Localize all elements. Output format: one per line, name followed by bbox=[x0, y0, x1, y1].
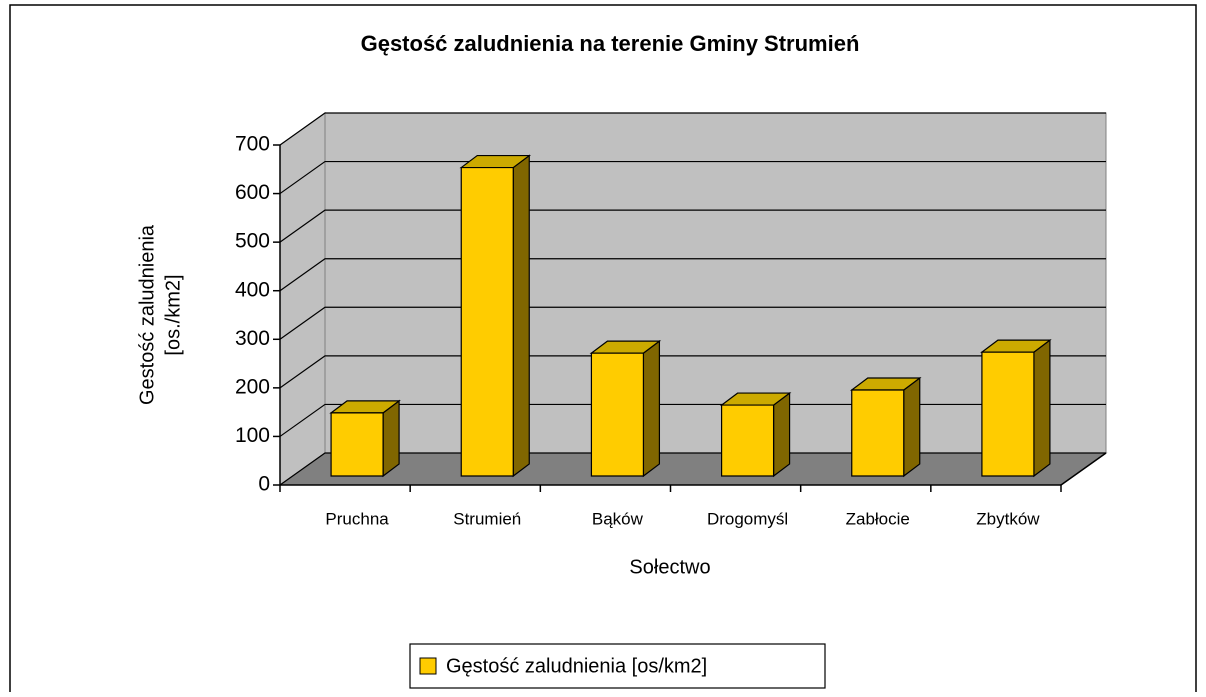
frame bbox=[9, 4, 1197, 692]
grid-line bbox=[279, 258, 1106, 292]
bar-front bbox=[981, 351, 1035, 477]
bar bbox=[589, 339, 662, 478]
chart-title: Gęstość zaludnienia na terenie Gminy Str… bbox=[361, 31, 860, 56]
bar bbox=[980, 338, 1052, 478]
bar bbox=[459, 154, 532, 478]
y-axis-label-line: Gestość zaludnienia bbox=[136, 224, 158, 405]
y-axis-label-line: [os./km2] bbox=[162, 274, 184, 355]
bar bbox=[329, 399, 401, 478]
y-axis-label: Gestość zaludnienia [os./km2] bbox=[136, 224, 184, 405]
bar-front bbox=[460, 166, 514, 477]
bar bbox=[719, 391, 792, 478]
bar-side bbox=[512, 154, 530, 478]
y-tick-label: 600 bbox=[235, 181, 270, 204]
grid-line bbox=[279, 209, 1106, 243]
grid-line bbox=[279, 403, 1106, 437]
legend-box bbox=[409, 643, 826, 689]
legend-swatch bbox=[419, 657, 437, 675]
grid-line bbox=[279, 355, 1106, 389]
legend-label: Gęstość zaludnienia [os/km2] bbox=[446, 655, 707, 677]
x-tick-label: Bąków bbox=[592, 509, 644, 528]
y-tick-label: 0 bbox=[258, 473, 270, 496]
floor-edge bbox=[1060, 452, 1107, 486]
bar-side bbox=[1033, 338, 1051, 478]
y-tick-label: 700 bbox=[235, 133, 270, 156]
x-tick-label: Zbytków bbox=[976, 509, 1040, 528]
side-wall bbox=[279, 112, 326, 486]
grid-line bbox=[279, 452, 1106, 486]
bar-side bbox=[642, 339, 661, 478]
y-tick-label: 100 bbox=[235, 424, 270, 447]
bar-front bbox=[590, 352, 645, 477]
x-tick-label: Drogomyśl bbox=[707, 509, 788, 528]
x-tick-label: Strumień bbox=[453, 509, 521, 528]
bar-front bbox=[720, 404, 775, 477]
x-tick-label: Pruchna bbox=[325, 509, 389, 528]
bar-front bbox=[330, 412, 384, 477]
grid-line bbox=[279, 112, 1106, 146]
grid-line bbox=[279, 306, 1106, 340]
y-tick-label: 400 bbox=[235, 278, 270, 301]
bar-side bbox=[382, 399, 400, 478]
bar-side bbox=[772, 391, 791, 478]
x-axis-label: Sołectwo bbox=[629, 556, 710, 578]
y-tick-label: 200 bbox=[235, 375, 270, 398]
bar bbox=[849, 376, 922, 478]
bar-side bbox=[903, 376, 921, 478]
y-tick-label: 500 bbox=[235, 230, 270, 253]
x-tick-label: Zabłocie bbox=[846, 509, 910, 528]
bar-front bbox=[851, 389, 905, 477]
grid-line bbox=[279, 160, 1106, 195]
y-tick-label: 300 bbox=[235, 327, 270, 350]
